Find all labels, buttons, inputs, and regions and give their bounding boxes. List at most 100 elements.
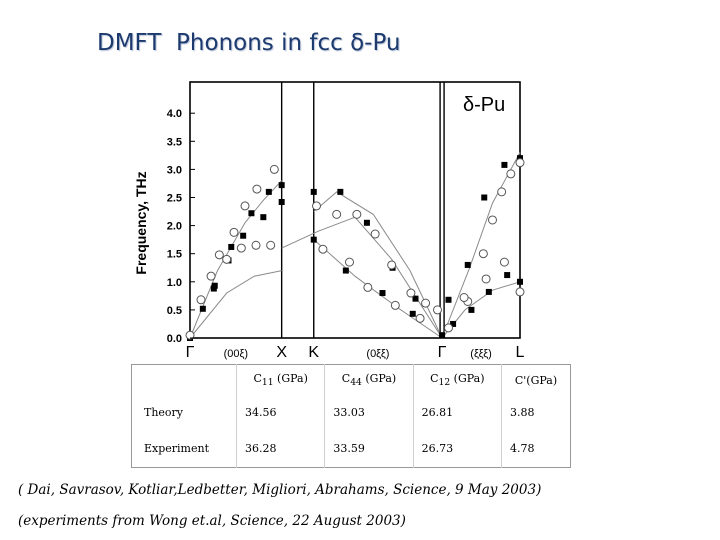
theory-point [278,182,285,189]
theory-point [337,188,344,195]
direction-label: (00ξ) [224,348,249,360]
y-tick-label: 2.5 [167,193,182,205]
theory-point [211,282,218,289]
theory-point [342,267,349,274]
table-header-row: C11 (GPa) C44 (GPa) C12 (GPa) C'(GPa) [131,364,571,395]
direction-label: (0ξξ) [366,348,389,360]
experiment-point [196,295,206,305]
experiment-point [481,274,491,284]
y-tick-label: 3.5 [167,136,182,148]
theory-point [485,288,492,295]
experiment-point [318,244,328,254]
theory-point [310,188,317,195]
theory-point [363,219,370,226]
theory-point [445,296,452,303]
y-tick-label: 0.0 [167,333,182,345]
experiment-point [214,250,224,260]
dispersion-curve [313,239,443,339]
experiment-point [363,282,373,292]
experiment-point [488,215,497,225]
table-header-cell: C'(GPa) [500,364,571,395]
table-row: Experiment 36.28 33.59 26.73 4.78 [131,430,571,468]
table-cell: 3.88 [500,395,571,431]
symmetry-point-label: L [516,344,525,361]
header-subscript: 11 [261,377,274,389]
theory-point [278,198,285,205]
experiment-point [269,164,279,174]
theory-point [504,272,511,279]
experiment-point [406,288,416,298]
dispersion-curve [441,281,521,339]
table-header-cell: C44 (GPa) [324,364,414,395]
theory-point [240,232,247,239]
table-header-cell [131,364,237,395]
theory-point [265,188,272,195]
dispersion-curve [189,270,282,339]
experiment-point [251,240,261,250]
experiment-point [229,227,239,237]
y-tick-label: 3.0 [167,164,182,176]
experiment-point [415,313,425,323]
experiment-point [206,271,216,281]
experiment-point [506,169,516,179]
row-label: Theory [131,395,237,431]
theory-point [310,236,317,243]
slide-title: DMFT Phonons in fcc δ-Pu [97,30,401,56]
table-cell: 36.28 [235,430,325,468]
data-markers [185,155,525,341]
table-cell: 34.56 [235,395,325,431]
table-row: Theory 34.56 33.03 26.81 3.88 [131,395,571,431]
experiment-point [497,187,507,197]
dispersion-curve [441,152,521,339]
experiment-point [222,254,232,264]
chart-title: δ-Pu [463,94,505,116]
table-cell: 4.78 [500,430,571,468]
experiment-point [240,201,250,211]
y-tick-label: 0.5 [167,305,182,317]
y-tick-label: 1.5 [167,249,182,261]
y-axis-label: Frequency, THz [133,171,149,274]
theory-point [517,278,523,285]
theory-point [248,210,255,217]
experiment-point [266,240,276,250]
table-cell: 26.81 [412,395,502,431]
direction-label: (ξξξ) [470,348,492,360]
theory-point [409,310,416,317]
row-label: Experiment [131,430,237,468]
phonon-dispersion-chart: 0.0 0.5 1.0 1.5 2.0 2.5 3.0 3.5 4.0 Γ X K Γ L (00ξ) (0ξ… [133,81,525,361]
y-tick-label: 2.0 [167,221,182,233]
axis-text: 0.0 0.5 1.0 1.5 2.0 2.5 3.0 3.5 4.0 Γ X K Γ L (00ξ) (0ξ… [167,108,525,361]
experiment-point [459,293,469,303]
dispersion-curve [313,191,443,339]
symmetry-point-label: X [276,344,287,361]
experiment-point [312,201,321,211]
table-cell: 33.59 [324,430,414,468]
theory-point [412,295,419,302]
experiment-point [390,300,400,310]
experiment-point [433,305,442,315]
theory-point [379,290,386,297]
y-tick-label: 4.0 [167,108,182,120]
plot-border [189,81,521,339]
theory-point [228,243,235,250]
plot-frame [189,81,521,339]
citation-theory: ( Dai, Savrasov, Kotliar,Ledbetter, Migl… [18,482,542,498]
table-cell: 26.73 [412,430,502,468]
theory-point [260,214,267,221]
theory-point [439,332,446,339]
experiment-point [332,209,342,219]
experiment-point [352,209,362,219]
experiment-point [515,287,525,297]
theory-point [468,306,475,313]
theory-point [481,194,488,201]
elastic-constants-table: C11 (GPa) C44 (GPa) C12 (GPa) C'(GPa) Th… [131,364,571,468]
experiment-point [252,184,262,194]
symmetry-point-label: K [308,344,319,361]
experiment-point [499,257,509,267]
y-tick-label: 1.0 [167,277,182,289]
table-cell: 33.03 [324,395,414,431]
header-subscript: 44 [350,377,362,389]
theory-curves [189,152,521,339]
experiment-point [421,298,431,308]
experiment-point [370,229,380,239]
